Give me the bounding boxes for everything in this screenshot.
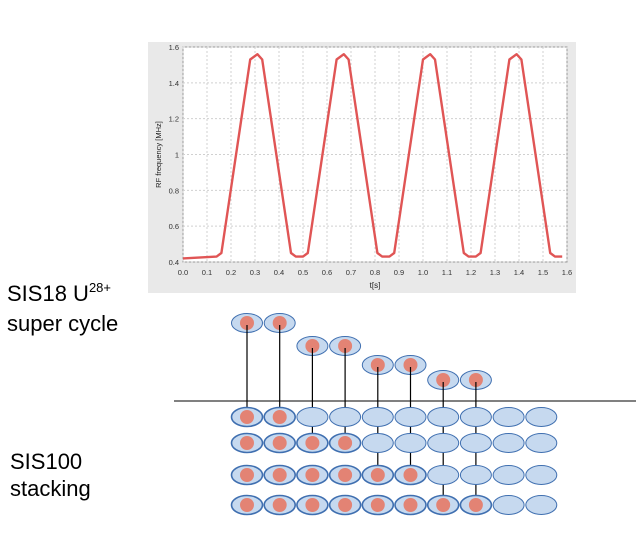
- sis100-bucket: [525, 495, 558, 515]
- sis100-label: SIS100 stacking: [10, 448, 91, 502]
- x-tick-label: 1.6: [562, 268, 572, 277]
- chart-svg: 0.0 0.1 0.2 0.3 0.4 0.5 0.6 0.7 0.8 0.9 1.0 1.1 1.2 1…: [154, 43, 572, 290]
- sis100-bunch: [272, 410, 287, 424]
- y-tick-label: 0.4: [169, 258, 179, 267]
- sis100-bunch: [338, 498, 353, 512]
- sis100-line1: SIS100: [10, 449, 83, 474]
- sis100-bucket: [427, 465, 460, 485]
- sis18-bunch: [436, 373, 451, 387]
- rf-frequency-chart: 0.0 0.1 0.2 0.3 0.4 0.5 0.6 0.7 0.8 0.9 1.0 1.1 1.2 1…: [148, 42, 576, 293]
- sis100-bunch: [370, 468, 385, 482]
- sis18-label: SIS18 U28+ super cycle: [7, 280, 118, 337]
- sis18-bunch: [403, 358, 418, 372]
- sis100-bucket: [459, 465, 492, 485]
- sis100-bucket: [427, 407, 460, 427]
- sis100-bunch: [403, 468, 418, 482]
- sis18-bunch: [240, 316, 254, 330]
- rf-frequency-line: [182, 53, 563, 260]
- sis100-bunch: [436, 498, 451, 512]
- sis18-charge-state: 28+: [88, 280, 111, 295]
- sis100-bucket: [394, 433, 427, 453]
- sis100-bunch: [240, 436, 254, 450]
- y-tick-label: 1: [175, 151, 179, 160]
- sis100-bucket: [492, 465, 525, 485]
- x-axis-label: t[s]: [370, 281, 381, 290]
- x-tick-label: 0.8: [370, 268, 380, 277]
- sis100-bunch: [468, 498, 483, 512]
- sis18-bunch: [468, 373, 483, 387]
- x-tick-label: 0.3: [250, 268, 260, 277]
- sis100-bucket: [459, 433, 492, 453]
- sis100-bunch: [338, 436, 353, 450]
- x-tick-label: 0.1: [202, 268, 212, 277]
- x-tick-label: 1.2: [466, 268, 476, 277]
- sis100-bunch: [305, 468, 320, 482]
- sis100-bucket: [427, 433, 460, 453]
- sis100-bunch: [272, 468, 287, 482]
- sis100-bucket: [492, 407, 525, 427]
- sis100-bucket: [296, 407, 329, 427]
- sis100-bunch: [272, 498, 287, 512]
- y-tick-label: 0.6: [169, 222, 179, 231]
- sis100-bunch: [305, 498, 320, 512]
- sis100-bunch: [305, 436, 320, 450]
- y-tick-label: 1.6: [169, 43, 179, 52]
- y-tick-label: 1.4: [169, 79, 179, 88]
- y-tick-label: 1.2: [169, 115, 179, 124]
- sis100-bunch: [338, 468, 353, 482]
- x-tick-label: 0.0: [178, 268, 188, 277]
- sis100-bucket: [525, 465, 558, 485]
- sis100-bucket: [492, 495, 525, 515]
- x-tick-label: 1.3: [490, 268, 500, 277]
- sis100-bucket: [361, 433, 394, 453]
- sis18-line2: super cycle: [7, 311, 119, 336]
- sis18-bunch: [305, 339, 320, 353]
- sis100-line2: stacking: [10, 476, 91, 501]
- sis100-bucket: [329, 407, 362, 427]
- x-tick-label: 0.5: [298, 268, 308, 277]
- x-tick-label: 0.9: [394, 268, 404, 277]
- x-tick-label: 1.5: [538, 268, 548, 277]
- x-tick-label: 1.1: [442, 268, 452, 277]
- x-tick-label: 0.7: [346, 268, 356, 277]
- y-axis-label: RF frequency [MHz]: [154, 121, 163, 188]
- sis100-bucket: [492, 433, 525, 453]
- x-tick-label: 0.2: [226, 268, 236, 277]
- sis18-bunch: [338, 339, 353, 353]
- sis100-bunch: [240, 468, 254, 482]
- sis100-bunch: [403, 498, 418, 512]
- x-tick-label: 1.0: [418, 268, 428, 277]
- sis100-bucket: [394, 407, 427, 427]
- sis100-bucket: [525, 433, 558, 453]
- sis100-bunch: [240, 410, 254, 424]
- sis100-bucket: [361, 407, 394, 427]
- sis18-bunch: [272, 316, 287, 330]
- sis100-bucket: [459, 407, 492, 427]
- sis100-bunch: [272, 436, 287, 450]
- sis18-prefix: SIS18 U: [7, 281, 89, 306]
- x-tick-label: 0.4: [274, 268, 284, 277]
- sis100-bunch: [370, 498, 385, 512]
- sis100-bucket: [525, 407, 558, 427]
- sis100-bunch: [240, 498, 254, 512]
- y-tick-label: 0.8: [169, 186, 179, 195]
- x-tick-label: 0.6: [322, 268, 332, 277]
- sis18-bunch: [370, 358, 385, 372]
- x-tick-label: 1.4: [514, 268, 524, 277]
